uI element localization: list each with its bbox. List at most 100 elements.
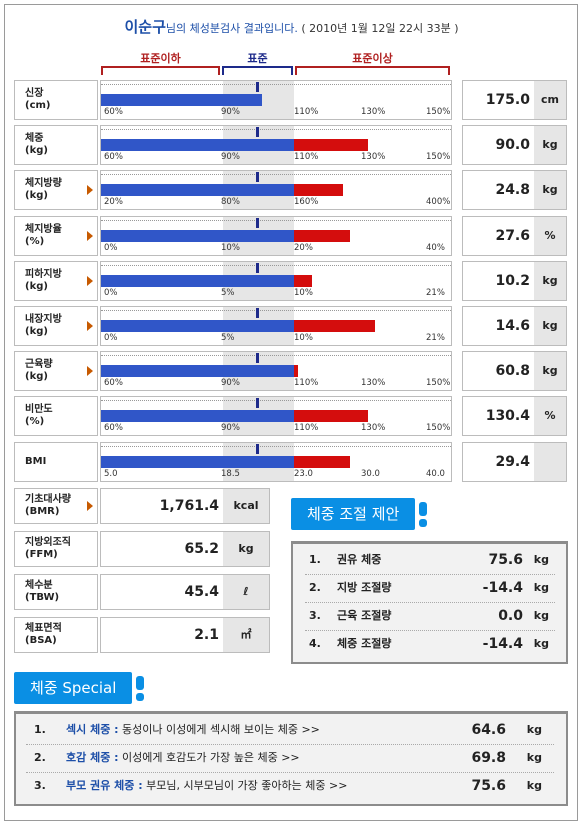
metric-row: 체지방량 (kg) 20% 80% 160% 400% — [14, 170, 452, 210]
tick-label: 110% — [294, 107, 319, 117]
metric-label-box[interactable]: 체지방율 (%) — [14, 216, 98, 256]
metric-row: 비만도 (%) 60% 90% 110% 130% 150% — [14, 396, 452, 436]
measure-value: 1,761.4 — [159, 498, 219, 514]
metric-graph: 0% 5% 10% 21% — [100, 261, 452, 301]
metric-graph: 5.0 18.5 23.0 30.0 40.0 — [100, 442, 452, 482]
metric-value: 130.4 — [485, 408, 530, 424]
graph-guide-line — [101, 129, 451, 130]
measure-label-name: 기초대사량 — [25, 494, 71, 505]
metric-label-box[interactable]: 내장지방 (kg) — [14, 306, 98, 346]
measure-row: 체표면적 (BSA) 2.1 ㎡ — [14, 617, 270, 653]
proposal-label: 권유 체중 — [337, 553, 382, 566]
special-link[interactable]: 이성에게 호감도가 가장 높은 체중 >> — [122, 751, 300, 764]
standard-marker — [256, 82, 259, 92]
measure-row: 지방외조직 (FFM) 65.2 kg — [14, 531, 270, 567]
tick-label: 60% — [104, 423, 123, 433]
weight-proposal-panel: 1. 권유 체중 75.6 kg 2. 지방 조절량 -14.4 kg 3. 근육 조절량 0.0 k… — [291, 541, 568, 664]
expand-arrow-icon[interactable] — [87, 231, 93, 241]
metric-label: BMI — [25, 456, 46, 468]
metric-unit — [534, 443, 566, 481]
metric-unit: kg — [534, 262, 566, 300]
proposal-number: 1. — [309, 553, 321, 566]
graph-guide-line — [101, 174, 451, 175]
expand-arrow-icon[interactable] — [87, 276, 93, 286]
metric-label-name: 비만도 — [25, 404, 53, 415]
metric-label: 신장 (cm) — [25, 88, 51, 112]
proposal-item: 4. 체중 조절량 -14.4 kg — [305, 630, 555, 658]
tick-label: 150% — [426, 423, 451, 433]
metric-over-bar — [294, 365, 298, 377]
metric-over-bar — [294, 230, 350, 242]
measure-label-abbr: (FFM) — [25, 549, 58, 560]
proposal-unit: kg — [533, 581, 549, 594]
metric-value-box: 130.4% — [462, 396, 567, 436]
special-text[interactable]: 섹시 체중 : 동성이나 이성에게 섹시해 보이는 체중 >> — [66, 716, 320, 744]
legend-above-bracket — [295, 66, 450, 75]
special-value: 64.6 — [471, 722, 506, 738]
metric-label-box[interactable]: 체지방량 (kg) — [14, 170, 98, 210]
metric-label-box: 비만도 (%) — [14, 396, 98, 436]
expand-arrow-icon[interactable] — [87, 185, 93, 195]
tick-label: 5% — [221, 288, 235, 298]
measure-label-box: 체표면적 (BSA) — [14, 617, 98, 653]
standard-marker — [256, 263, 259, 273]
tick-label: 150% — [426, 378, 451, 388]
metric-label-name: 근육량 — [25, 359, 53, 370]
metric-label-name: 체중 — [25, 133, 44, 144]
bubble-dots-icon — [419, 499, 428, 529]
tick-label: 5.0 — [104, 469, 118, 479]
measurement-datetime: ( 2010년 1월 12일 22시 33분 ) — [301, 22, 459, 35]
weight-special-button[interactable]: 체중 Special — [14, 672, 145, 704]
expand-arrow-icon[interactable] — [87, 321, 93, 331]
metric-graph: 0% 5% 10% 21% — [100, 306, 452, 346]
patient-name: 이순구 — [124, 18, 166, 36]
measure-value-box: 65.2 kg — [100, 531, 270, 567]
tick-label: 160% — [294, 197, 319, 207]
tick-label: 0% — [104, 333, 118, 343]
special-number: 1. — [34, 723, 46, 736]
special-text[interactable]: 호감 체중 : 이성에게 호감도가 가장 높은 체중 >> — [66, 744, 300, 772]
tick-label: 0% — [104, 288, 118, 298]
weight-special-title: 체중 Special — [30, 679, 117, 697]
weight-special-panel: 1. 섹시 체중 : 동성이나 이성에게 섹시해 보이는 체중 >> 64.6 kg 2… — [14, 711, 568, 806]
special-item[interactable]: 3. 부모 권유 체중 : 부모님, 시부모님이 가장 좋아하는 체중 >> 75.… — [26, 772, 554, 800]
special-link[interactable]: 동성이나 이성에게 섹시해 보이는 체중 >> — [122, 723, 320, 736]
metric-unit: kg — [534, 171, 566, 209]
metric-value-box: 175.0 cm — [462, 80, 567, 120]
tick-label: 18.5 — [221, 469, 240, 479]
special-key: 호감 체중 : — [66, 751, 119, 764]
expand-arrow-icon[interactable] — [87, 366, 93, 376]
expand-arrow-icon[interactable] — [87, 501, 93, 511]
standard-marker — [256, 353, 259, 363]
metric-bar — [101, 230, 294, 242]
metric-label: 피하지방 (kg) — [25, 269, 62, 293]
metric-bar — [101, 275, 294, 287]
metric-label-name: 내장지방 — [25, 314, 62, 325]
metric-label: 체중 (kg) — [25, 133, 48, 157]
special-link[interactable]: 부모님, 시부모님이 가장 좋아하는 체중 >> — [146, 779, 348, 792]
special-text[interactable]: 부모 권유 체중 : 부모님, 시부모님이 가장 좋아하는 체중 >> — [66, 772, 347, 800]
tick-label: 0% — [104, 243, 118, 253]
measure-label-box[interactable]: 기초대사량 (BMR) — [14, 488, 98, 524]
metric-label-box[interactable]: 피하지방 (kg) — [14, 261, 98, 301]
proposal-unit: kg — [533, 553, 549, 566]
special-item[interactable]: 1. 섹시 체중 : 동성이나 이성에게 섹시해 보이는 체중 >> 64.6 kg — [26, 716, 554, 745]
tick-label: 10% — [294, 288, 313, 298]
tick-label: 21% — [426, 288, 445, 298]
standard-marker — [256, 398, 259, 408]
metric-label-box[interactable]: 근육량 (kg) — [14, 351, 98, 391]
metric-row: 내장지방 (kg) 0% 5% 10% 21% — [14, 306, 452, 346]
measure-unit: kg — [223, 532, 269, 566]
weight-proposal-button[interactable]: 체중 조절 제안 — [291, 498, 428, 530]
measure-label: 기초대사량 (BMR) — [25, 494, 71, 518]
special-item[interactable]: 2. 호감 체중 : 이성에게 호감도가 가장 높은 체중 >> 69.8 kg — [26, 744, 554, 773]
metric-label-name: 피하지방 — [25, 269, 62, 280]
metric-label: 내장지방 (kg) — [25, 314, 62, 338]
legend-below: 표준이하 — [101, 50, 220, 76]
measure-label-abbr: (BMR) — [25, 506, 60, 517]
metric-label-unit: (kg) — [25, 281, 48, 292]
measure-row: 기초대사량 (BMR) 1,761.4 kcal — [14, 488, 270, 524]
special-number: 3. — [34, 779, 46, 792]
metric-row: 신장 (cm) 60% 90% 110% 130% 150% — [14, 80, 452, 120]
proposal-unit: kg — [533, 609, 549, 622]
